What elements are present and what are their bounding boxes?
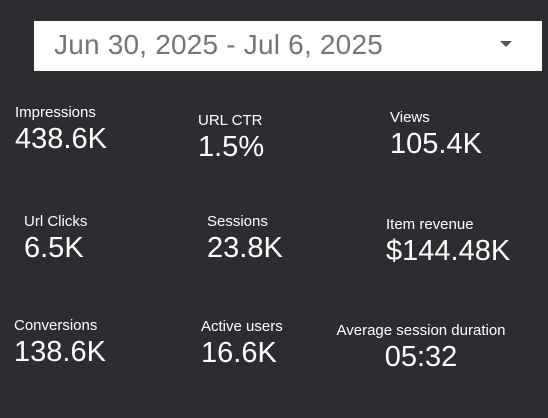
date-range-value: Jun 30, 2025 - Jul 6, 2025: [54, 29, 383, 60]
date-range-picker[interactable]: Jun 30, 2025 - Jul 6, 2025: [34, 21, 542, 71]
scorecard-value: 105.4K: [390, 128, 482, 160]
scorecard-label: Average session duration: [336, 322, 506, 339]
scorecard-label: Impressions: [15, 104, 96, 121]
scorecard-label: Url Clicks: [24, 213, 88, 230]
scorecard-conversions: Conversions 138.6K: [14, 317, 106, 368]
scorecard-value: 23.8K: [207, 232, 283, 264]
scorecard-item-revenue: Item revenue $144.48K: [386, 216, 510, 267]
scorecard-label: Conversions: [14, 317, 98, 334]
scorecard-views: Views 105.4K: [390, 109, 482, 160]
scorecard-active-users: Active users 16.6K: [201, 318, 283, 369]
scorecard-label: URL CTR: [198, 112, 263, 129]
scorecard-value: 438.6K: [15, 123, 107, 155]
scorecard-impressions: Impressions 438.6K: [15, 104, 107, 155]
scorecard-value: 1.5%: [198, 131, 265, 163]
scorecard-value: 138.6K: [14, 336, 106, 368]
scorecard-url-ctr: URL CTR 1.5%: [198, 112, 264, 163]
chevron-down-icon[interactable]: [500, 41, 512, 47]
scorecard-value: 05:32: [384, 341, 458, 373]
scorecard-url-clicks: Url Clicks 6.5K: [24, 213, 87, 264]
scorecard-value: 16.6K: [201, 337, 277, 369]
scorecard-value: $144.48K: [386, 235, 511, 267]
scorecard-sessions: Sessions 23.8K: [207, 213, 283, 264]
scorecard-value: 6.5K: [24, 232, 84, 264]
scorecard-label: Views: [390, 109, 430, 126]
scorecard-label: Sessions: [207, 213, 268, 230]
scorecard-average-session-duration: Average session duration 05:32: [334, 322, 508, 373]
scorecard-label: Item revenue: [386, 216, 474, 233]
scorecard-label: Active users: [201, 318, 283, 335]
